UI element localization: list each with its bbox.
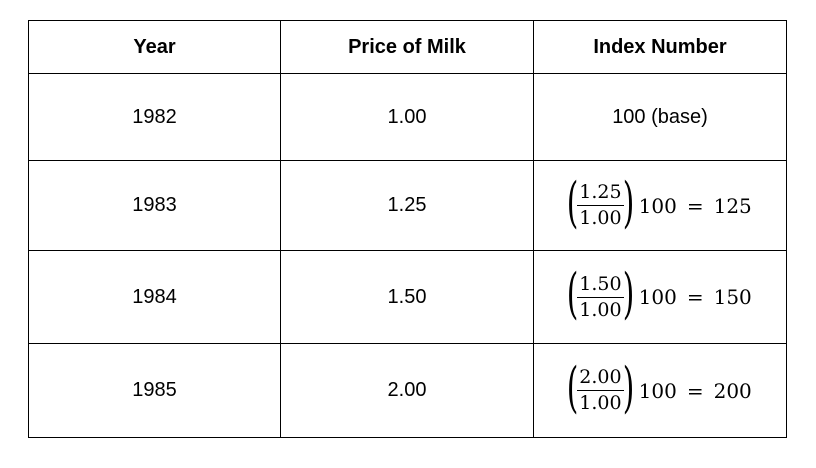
equals-sign: = — [686, 193, 704, 218]
index-cell: ( 1.50 1.00 ) 100 = 150 — [533, 250, 787, 344]
header-year: Year — [28, 20, 281, 74]
fraction-denominator: 1.00 — [579, 207, 622, 229]
index-result: 125 — [713, 193, 752, 218]
header-price-of-milk: Price of Milk — [280, 20, 534, 74]
year-cell: 1982 — [28, 73, 281, 161]
index-cell: 100 (base) — [533, 73, 787, 161]
formula-rest: 100 = 150 — [639, 285, 752, 309]
index-result: 200 — [713, 378, 752, 403]
header-index-number: Index Number — [533, 20, 787, 74]
left-paren: ( — [566, 262, 579, 325]
index-formula: ( 2.00 1.00 ) 100 = 200 — [566, 355, 752, 419]
left-paren: ( — [566, 355, 579, 419]
multiplier: 100 — [638, 285, 677, 309]
formula-rest: 100 = 200 — [639, 379, 752, 403]
index-cell: ( 2.00 1.00 ) 100 = 200 — [533, 343, 787, 438]
multiplier: 100 — [638, 193, 677, 218]
fraction-numerator: 2.00 — [577, 367, 624, 391]
fraction-numerator: 1.50 — [577, 273, 624, 298]
year-cell: 1985 — [28, 343, 281, 438]
equals-sign: = — [686, 285, 704, 309]
price-cell: 1.00 — [280, 73, 534, 161]
price-cell: 1.50 — [280, 250, 534, 344]
equals-sign: = — [686, 378, 704, 403]
index-formula: ( 1.50 1.00 ) 100 = 150 — [566, 262, 752, 325]
index-result: 150 — [713, 285, 752, 309]
right-paren: ) — [622, 262, 634, 325]
table-row: 1982 1.00 100 (base) — [28, 73, 787, 161]
table-row: 1984 1.50 ( 1.50 1.00 ) 100 = 150 — [28, 250, 787, 344]
header-row: Year Price of Milk Index Number — [28, 20, 787, 74]
table-row: 1985 2.00 ( 2.00 1.00 ) 100 = 200 — [28, 343, 787, 438]
fraction: 1.25 1.00 — [577, 182, 624, 229]
left-paren: ( — [566, 170, 579, 234]
fraction: 1.50 1.00 — [577, 273, 624, 321]
milk-price-index-table: Year Price of Milk Index Number 1982 1.0… — [28, 20, 787, 438]
price-cell: 2.00 — [280, 343, 534, 438]
multiplier: 100 — [638, 378, 677, 403]
table-row: 1983 1.25 ( 1.25 1.00 ) 100 = 125 — [28, 160, 787, 251]
fraction-denominator: 1.00 — [579, 298, 622, 321]
fraction: 2.00 1.00 — [577, 367, 624, 414]
index-formula: ( 1.25 1.00 ) 100 = 125 — [566, 170, 752, 234]
right-paren: ) — [622, 355, 634, 419]
fraction-numerator: 1.25 — [577, 182, 624, 206]
year-cell: 1983 — [28, 160, 281, 251]
fraction-denominator: 1.00 — [579, 392, 622, 414]
right-paren: ) — [622, 170, 634, 234]
year-cell: 1984 — [28, 250, 281, 344]
formula-rest: 100 = 125 — [639, 194, 752, 218]
price-cell: 1.25 — [280, 160, 534, 251]
index-cell: ( 1.25 1.00 ) 100 = 125 — [533, 160, 787, 251]
